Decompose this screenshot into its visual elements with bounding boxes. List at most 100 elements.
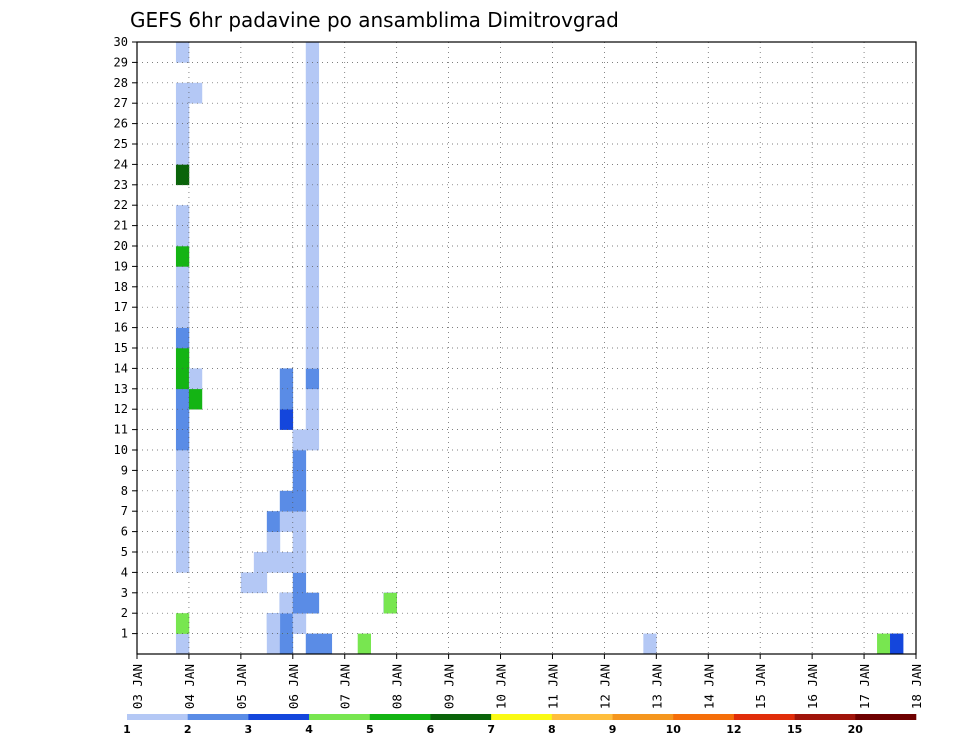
y-tick-label: 23 [114, 178, 128, 192]
heatmap-cell [175, 470, 190, 492]
colorbar-label: 10 [666, 723, 682, 736]
heatmap-cell [305, 205, 320, 226]
heatmap-cell [175, 490, 190, 512]
heatmap-cell [240, 572, 255, 594]
heatmap-cell [305, 225, 320, 247]
heatmap-cell [292, 429, 307, 451]
y-tick-label: 6 [121, 525, 128, 539]
colorbar-swatch [855, 714, 917, 720]
heatmap-cell [305, 368, 320, 390]
heatmap-cell [292, 572, 307, 594]
y-tick-label: 7 [121, 504, 128, 518]
y-tick-label: 21 [114, 219, 128, 233]
heatmap-cell [175, 552, 190, 573]
heatmap-cell [305, 307, 320, 328]
grid-lines [137, 42, 916, 654]
heatmap-cell [292, 450, 307, 471]
plot-frame [136, 41, 917, 655]
heatmap-cell [305, 388, 320, 410]
heatmap-cell [175, 531, 190, 553]
y-tick-label: 19 [114, 259, 128, 273]
heatmap-cell [175, 123, 190, 145]
x-tick-label: 10 JAN [494, 664, 509, 709]
heatmap-cell [305, 123, 320, 145]
y-tick-label: 8 [121, 484, 128, 498]
heatmap-cell [188, 82, 203, 104]
heatmap-cell [266, 531, 281, 553]
heatmap-cell [266, 613, 281, 634]
colorbar-swatch [248, 714, 310, 720]
heatmap-cell [305, 348, 320, 369]
heatmap-cell [279, 633, 294, 655]
y-tick-label: 13 [114, 382, 128, 396]
heatmap-cell [175, 164, 190, 186]
heatmap-cell [877, 633, 891, 655]
heatmap-cells [175, 42, 904, 655]
heatmap-cell [643, 633, 657, 655]
heatmap-cell [305, 246, 320, 267]
heatmap-cell [292, 613, 307, 634]
colorbar-swatch [369, 714, 431, 720]
heatmap-cell [175, 144, 190, 165]
colorbar-label: 4 [305, 723, 313, 736]
heatmap-cell [253, 552, 268, 573]
y-tick-label: 14 [114, 361, 128, 375]
heatmap-cell [292, 592, 307, 614]
heatmap-cell [305, 184, 320, 206]
colorbar-swatch [612, 714, 674, 720]
heatmap-cell [175, 429, 190, 451]
colorbar-label: 20 [848, 723, 864, 736]
y-tick-label: 30 [114, 35, 128, 49]
colorbar-label: 7 [487, 723, 495, 736]
heatmap-cell [292, 552, 307, 573]
colorbar-label: 15 [787, 723, 802, 736]
colorbar: 1 2 3 4 5 6 7 8 9 10 12 15 20 [123, 714, 917, 736]
y-tick-label: 25 [114, 137, 128, 151]
heatmap-cell [292, 470, 307, 492]
y-tick-label: 16 [114, 321, 128, 335]
heatmap-cell [305, 144, 320, 165]
heatmap-cell [175, 388, 190, 410]
chart-title: GEFS 6hr padavine po ansamblima Dimitrov… [130, 8, 619, 32]
x-tick-label: 09 JAN [442, 664, 457, 709]
x-tick-label: 07 JAN [338, 664, 353, 709]
heatmap-cell [175, 205, 190, 226]
heatmap-cell [890, 633, 904, 655]
x-tick-label: 06 JAN [286, 664, 301, 709]
heatmap-cell [305, 633, 320, 655]
heatmap-cell [305, 82, 320, 104]
y-tick-label: 12 [114, 402, 128, 416]
y-tick-label: 10 [114, 443, 128, 457]
y-tick-label: 15 [114, 341, 128, 355]
colorbar-label: 3 [245, 723, 253, 736]
x-axis-ticks: 03 JAN 04 JAN 05 JAN 06 JAN 07 JAN 08 JAN 09 J… [130, 654, 924, 709]
y-tick-label: 9 [121, 463, 128, 477]
heatmap-cell [175, 348, 190, 369]
colorbar-label: 9 [609, 723, 617, 736]
heatmap-cell [279, 368, 294, 390]
x-tick-label: 08 JAN [390, 664, 405, 709]
heatmap-cell [266, 552, 281, 573]
heatmap-cell [175, 450, 190, 471]
heatmap-cell [175, 42, 190, 63]
heatmap-cell [175, 246, 190, 267]
y-tick-label: 26 [114, 117, 128, 131]
colorbar-swatch [733, 714, 795, 720]
heatmap-cell [279, 592, 294, 614]
heatmap-cell [279, 613, 294, 634]
heatmap-cell [305, 164, 320, 186]
heatmap-cell [305, 266, 320, 288]
x-tick-label: 14 JAN [701, 664, 716, 709]
x-tick-label: 16 JAN [805, 664, 820, 709]
x-tick-label: 13 JAN [649, 664, 664, 709]
y-tick-label: 18 [114, 280, 128, 294]
y-tick-label: 29 [114, 55, 128, 69]
y-tick-label: 22 [114, 198, 128, 212]
y-tick-label: 1 [121, 627, 128, 641]
colorbar-label: 1 [123, 723, 131, 736]
x-tick-label: 12 JAN [597, 664, 612, 709]
colorbar-label: 12 [726, 723, 741, 736]
y-tick-label: 3 [121, 586, 128, 600]
heatmap-cell [279, 552, 294, 573]
heatmap-cell [175, 511, 190, 532]
